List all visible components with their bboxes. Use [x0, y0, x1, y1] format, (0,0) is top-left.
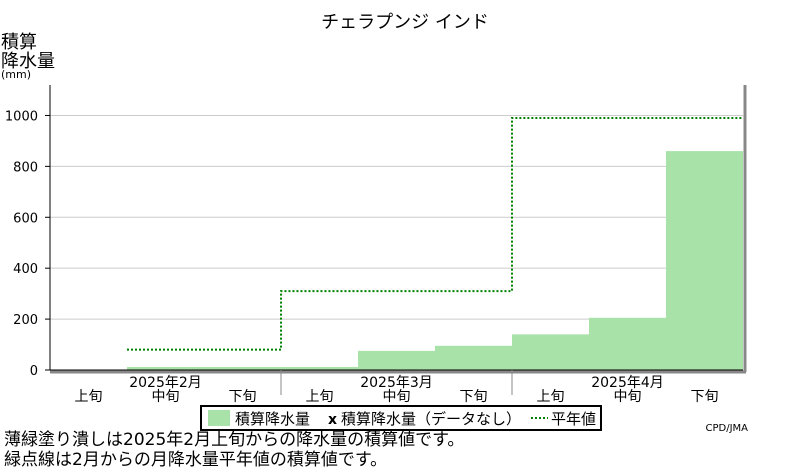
y-tick-label: 0	[30, 364, 38, 379]
note-dotted: 緑点線は2月からの月降水量平年値の積算値です。	[4, 450, 388, 470]
bar-4	[281, 366, 358, 370]
bar-7	[512, 334, 589, 370]
bar-5	[358, 350, 435, 370]
x-tick-label: 中旬	[152, 389, 180, 405]
legend-box	[200, 405, 602, 431]
note-fill: 薄緑塗り潰しは2025年2月上旬からの降水量の積算値です。	[4, 430, 465, 450]
x-tick-label: 中旬	[383, 389, 411, 405]
x-tick-label: 下旬	[229, 389, 257, 405]
month-label: 2025年2月	[129, 375, 202, 391]
x-tick-label: 上旬	[306, 389, 334, 405]
legend-label-bars: 積算降水量	[235, 410, 310, 428]
y-tick-label: 400	[13, 262, 38, 277]
x-tick-label: 下旬	[460, 389, 488, 405]
y-axis-label-2: 降水量	[1, 51, 55, 72]
credit-label: CPD/JMA	[706, 423, 749, 434]
x-tick-label: 下旬	[691, 389, 719, 405]
y-tick-label: 600	[13, 211, 38, 226]
legend-label-normal: 平年値	[551, 410, 596, 428]
y-tick-label: 200	[13, 313, 38, 328]
x-tick-label: 上旬	[75, 389, 103, 405]
month-label: 2025年4月	[591, 375, 664, 391]
y-tick-label: 1000	[5, 109, 38, 124]
y-axis-label-1: 積算	[1, 32, 37, 53]
bar-8	[589, 317, 666, 370]
y-tick-label: 800	[13, 160, 38, 175]
x-tick-label: 中旬	[614, 389, 642, 405]
normal-value-line	[127, 117, 743, 351]
legend-swatch-bars	[208, 410, 230, 426]
bar-9	[666, 151, 743, 370]
x-tick-label: 上旬	[537, 389, 565, 405]
y-axis-label-3: (mm)	[1, 68, 31, 81]
legend-label-nodata: 積算降水量（データなし）	[341, 410, 521, 428]
chart-title: チェラプンジ インド	[321, 12, 489, 33]
legend-nodata-marker: x	[328, 412, 337, 428]
bar-3	[204, 366, 281, 370]
bar-6	[435, 345, 512, 370]
month-label: 2025年3月	[360, 375, 433, 391]
bar-2	[127, 366, 204, 370]
